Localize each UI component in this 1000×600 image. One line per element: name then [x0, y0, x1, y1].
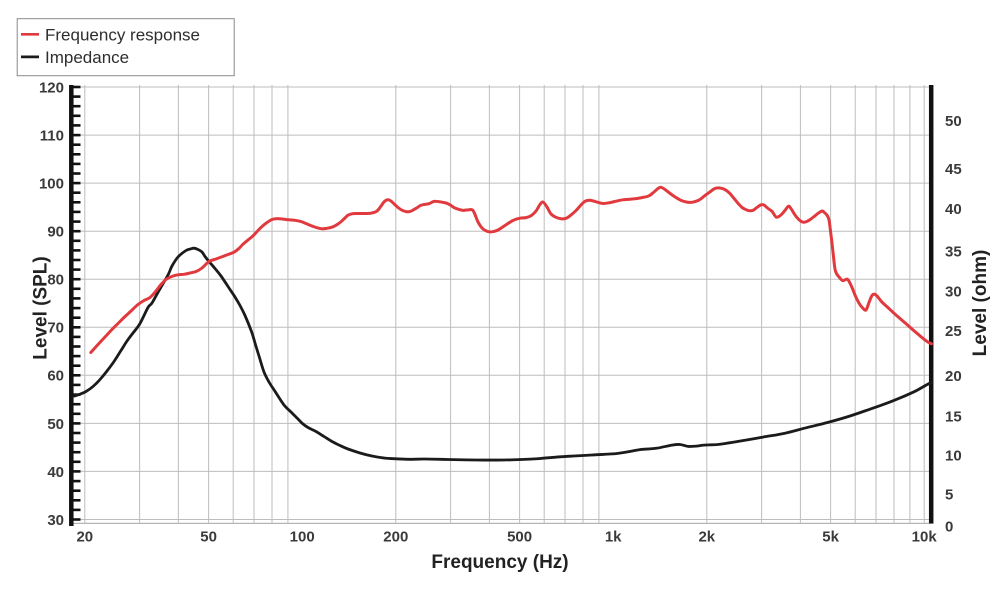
svg-text:35: 35	[945, 243, 962, 260]
svg-text:100: 100	[290, 529, 315, 546]
svg-text:Level (SPL): Level (SPL)	[31, 256, 52, 359]
svg-text:20: 20	[76, 529, 93, 546]
svg-text:40: 40	[945, 201, 962, 218]
svg-text:Frequency response: Frequency response	[45, 26, 200, 45]
svg-text:45: 45	[945, 161, 962, 178]
svg-text:60: 60	[47, 368, 64, 385]
svg-text:90: 90	[47, 224, 64, 241]
svg-text:50: 50	[47, 416, 64, 433]
svg-text:25: 25	[945, 323, 962, 340]
svg-text:100: 100	[39, 176, 64, 193]
svg-text:80: 80	[47, 272, 64, 289]
svg-text:120: 120	[39, 79, 64, 96]
svg-text:20: 20	[945, 368, 962, 385]
svg-text:50: 50	[945, 113, 962, 130]
svg-text:5: 5	[945, 486, 953, 503]
svg-text:110: 110	[40, 128, 64, 145]
svg-text:1k: 1k	[605, 529, 622, 546]
svg-text:10: 10	[945, 448, 962, 465]
svg-text:Frequency (Hz): Frequency (Hz)	[431, 552, 568, 573]
svg-text:30: 30	[945, 283, 962, 300]
svg-text:30: 30	[47, 512, 64, 529]
svg-text:10k: 10k	[912, 529, 938, 546]
svg-text:500: 500	[507, 529, 532, 546]
svg-text:40: 40	[47, 464, 64, 481]
svg-text:0: 0	[945, 518, 953, 535]
svg-text:5k: 5k	[822, 529, 839, 546]
svg-text:200: 200	[383, 529, 408, 546]
svg-text:15: 15	[945, 408, 962, 425]
svg-text:2k: 2k	[698, 529, 715, 546]
svg-text:Level (ohm): Level (ohm)	[970, 250, 991, 357]
svg-text:70: 70	[47, 320, 64, 337]
svg-text:50: 50	[200, 529, 217, 546]
svg-text:Impedance: Impedance	[45, 48, 129, 67]
